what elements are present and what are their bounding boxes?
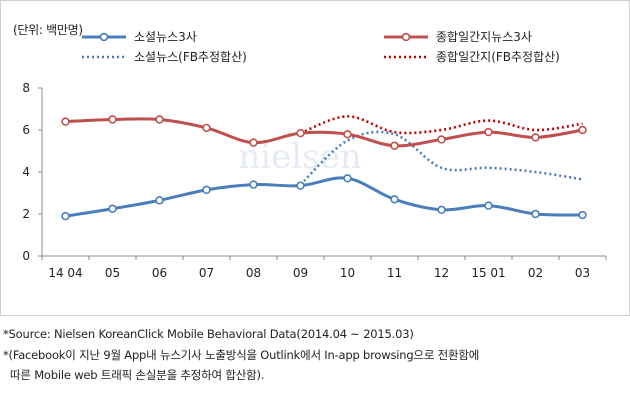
- y-tick-label: 6: [22, 123, 30, 137]
- x-tick-label: 10: [340, 266, 355, 280]
- series-1-point: [155, 115, 164, 124]
- series-0-point: [296, 181, 305, 190]
- series-0-point: [390, 195, 399, 204]
- legend-label-1: 종합일간지뉴스3사: [436, 30, 532, 44]
- legend-label-2: 소셜뉴스(FB추정합산): [134, 50, 247, 64]
- x-tick-label: 02: [528, 266, 543, 280]
- x-tick-label: 11: [387, 266, 402, 280]
- series-0-point: [578, 210, 587, 220]
- x-tick-label: 03: [575, 266, 590, 280]
- series-1-point: [437, 135, 446, 144]
- series-0-point: [343, 174, 352, 183]
- y-tick-label: 2: [22, 207, 30, 221]
- series-1-point: [296, 128, 305, 138]
- legend-marker-1: [401, 32, 411, 42]
- y-tick-label: 4: [22, 165, 30, 179]
- x-tick-label: 14 04: [48, 266, 82, 280]
- series-1-point: [202, 123, 211, 133]
- x-tick-label: 15 01: [471, 266, 505, 280]
- source-footnote: *Source: Nielsen KoreanClick Mobile Beha…: [3, 327, 414, 341]
- series-0-point: [202, 185, 211, 195]
- x-tick-label: 07: [199, 266, 214, 280]
- series-1-point: [484, 127, 493, 137]
- unit-label: (단위: 백만명): [13, 23, 83, 37]
- series-1-point: [390, 141, 399, 150]
- series-0-point: [249, 180, 258, 189]
- x-tick-label: 12: [434, 266, 449, 280]
- y-tick-label: 8: [22, 81, 30, 95]
- legend-marker-0: [99, 32, 109, 42]
- series-1-point: [108, 115, 117, 124]
- method-footnote-line-2: 따른 Mobile web 트래픽 손실분을 추정하여 합산함).: [10, 368, 265, 382]
- series-0-point: [61, 211, 70, 221]
- series-line-3: [300, 115, 583, 135]
- series-0-point: [484, 201, 493, 210]
- series-1-point: [343, 130, 352, 139]
- x-tick-label: 06: [152, 266, 167, 280]
- series-line-2: [299, 130, 583, 186]
- series-0-point: [155, 196, 164, 205]
- series-1-point: [249, 138, 258, 147]
- x-tick-label: 08: [246, 266, 261, 280]
- series-1-point: [531, 133, 540, 142]
- series-1-point: [578, 125, 587, 135]
- x-tick-label: 09: [293, 266, 308, 280]
- series-line-0: [64, 176, 584, 218]
- series-0-point: [531, 209, 540, 219]
- series-0-point: [437, 205, 446, 215]
- series-1-point: [61, 117, 70, 126]
- legend-label-0: 소셜뉴스3사: [134, 30, 197, 44]
- chart-panel: [0, 0, 630, 316]
- method-footnote-line-1: *(Facebook이 지난 9월 App내 뉴스기사 노출방식을 Outlin…: [3, 348, 480, 362]
- y-tick-label: 0: [22, 249, 30, 263]
- legend-label-3: 종합일간지(FB추정합산): [436, 50, 560, 64]
- x-tick-label: 05: [105, 266, 120, 280]
- series-0-point: [108, 204, 117, 213]
